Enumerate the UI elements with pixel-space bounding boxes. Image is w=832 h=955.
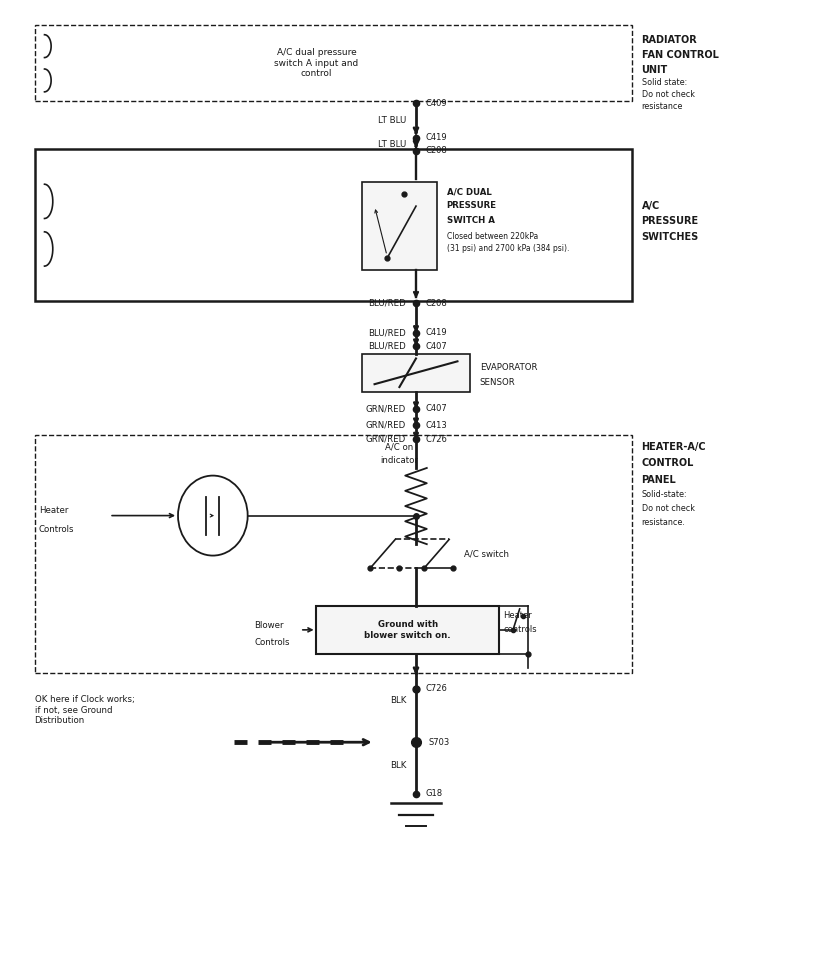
Text: Solid-state:: Solid-state:	[641, 490, 687, 499]
Text: C419: C419	[426, 329, 448, 337]
Text: GRN/RED: GRN/RED	[366, 435, 406, 444]
Text: LT BLU: LT BLU	[378, 116, 406, 125]
Text: C407: C407	[426, 404, 448, 414]
Text: EVAPORATOR: EVAPORATOR	[480, 363, 537, 371]
Text: Heater: Heater	[39, 506, 68, 516]
Text: GRN/RED: GRN/RED	[366, 404, 406, 414]
Bar	[35, 149, 631, 302]
Text: SENSOR: SENSOR	[480, 378, 516, 387]
Text: CONTROL: CONTROL	[641, 458, 694, 469]
Bar	[35, 25, 631, 101]
Text: (31 psi) and 2700 kPa (384 psi).: (31 psi) and 2700 kPa (384 psi).	[447, 244, 569, 253]
Text: UNIT: UNIT	[641, 65, 668, 75]
Text: controls: controls	[503, 626, 537, 634]
Text: BLU/RED: BLU/RED	[369, 329, 406, 337]
Text: GRN/RED: GRN/RED	[366, 420, 406, 430]
Text: A/C DUAL: A/C DUAL	[447, 187, 492, 196]
Text: PANEL: PANEL	[641, 475, 676, 484]
Text: SWITCHES: SWITCHES	[641, 232, 699, 242]
Text: Solid state:: Solid state:	[641, 77, 686, 87]
Bar	[316, 606, 499, 653]
Text: S703: S703	[428, 737, 449, 747]
Text: Do not check: Do not check	[641, 504, 695, 513]
Text: C726: C726	[426, 685, 448, 693]
Text: C208: C208	[426, 299, 448, 308]
Text: Controls: Controls	[255, 638, 290, 647]
Text: Do not check: Do not check	[641, 90, 695, 99]
Bar	[35, 435, 631, 672]
Text: RADIATOR: RADIATOR	[641, 34, 697, 45]
Text: C413: C413	[426, 420, 448, 430]
Text: resistance: resistance	[641, 102, 683, 112]
Text: BLU/RED: BLU/RED	[369, 342, 406, 350]
Text: OK here if Clock works;
if not, see Ground
Distribution: OK here if Clock works; if not, see Grou…	[35, 695, 135, 725]
Text: BLK: BLK	[389, 696, 406, 705]
Text: C208: C208	[426, 146, 448, 156]
Bar	[362, 182, 437, 270]
Text: Controls: Controls	[39, 525, 74, 535]
Text: LT BLU: LT BLU	[378, 139, 406, 149]
Text: A/C on: A/C on	[385, 442, 414, 452]
Text: Heater: Heater	[503, 611, 532, 620]
Text: PRESSURE: PRESSURE	[447, 202, 497, 210]
Text: BLU/RED: BLU/RED	[369, 299, 406, 308]
Text: resistance.: resistance.	[641, 519, 686, 527]
Text: BLK: BLK	[389, 760, 406, 770]
Text: Closed between 220kPa: Closed between 220kPa	[447, 232, 538, 241]
Text: C407: C407	[426, 342, 448, 350]
Text: HEATER-A/C: HEATER-A/C	[641, 442, 706, 453]
Bar	[362, 353, 470, 392]
Text: C419: C419	[426, 133, 448, 142]
Text: G18: G18	[426, 789, 443, 798]
Text: A/C: A/C	[641, 202, 660, 211]
Text: Blower: Blower	[255, 621, 284, 629]
Text: A/C switch: A/C switch	[464, 549, 509, 558]
Text: C409: C409	[426, 98, 448, 108]
Text: PRESSURE: PRESSURE	[641, 217, 699, 226]
Text: FAN CONTROL: FAN CONTROL	[641, 50, 718, 60]
Text: A/C dual pressure
switch A input and
control: A/C dual pressure switch A input and con…	[275, 49, 359, 78]
Text: C726: C726	[426, 435, 448, 444]
Text: indicator: indicator	[380, 456, 418, 464]
Text: Ground with
blower switch on.: Ground with blower switch on.	[364, 620, 451, 640]
Text: SWITCH A: SWITCH A	[447, 216, 494, 224]
